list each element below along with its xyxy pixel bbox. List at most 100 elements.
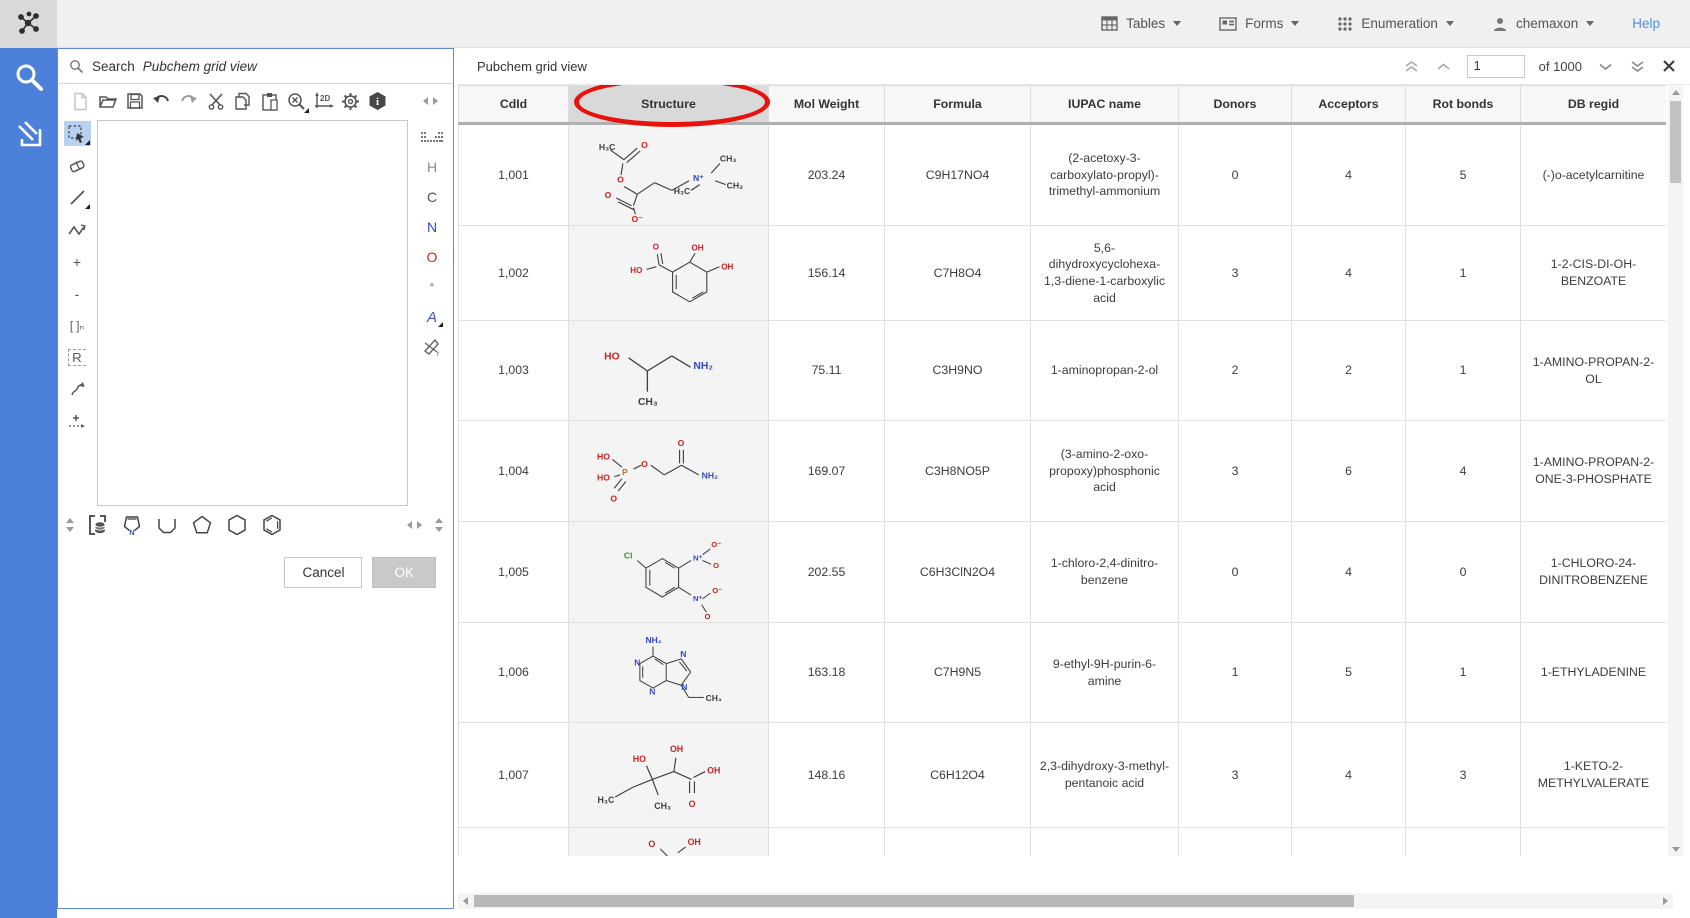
atom-o-button[interactable]: O	[426, 249, 438, 265]
table-row[interactable]: 1,007 H₃C HO	[458, 722, 1666, 828]
first-page-button[interactable]	[1403, 57, 1421, 75]
menu-tables-label: Tables	[1126, 16, 1166, 31]
arrow-up-icon	[1671, 89, 1680, 95]
column-header-cdid[interactable]: CdId	[458, 85, 569, 125]
increase-charge-button[interactable]: +	[64, 249, 91, 274]
structure-cell: OH OH O HO	[568, 225, 769, 321]
periodic-table-button[interactable]	[420, 126, 444, 148]
scroll-left-arrow[interactable]	[458, 893, 473, 909]
scroll-down-arrow[interactable]	[1668, 842, 1683, 856]
menu-tables[interactable]: Tables	[1101, 15, 1182, 32]
eraser-tool-button[interactable]	[64, 153, 91, 178]
paste-button[interactable]	[256, 88, 283, 114]
cyclohexane-template-button[interactable]	[225, 513, 249, 537]
reaction-arrow-button[interactable]	[64, 409, 91, 434]
last-page-button[interactable]	[1628, 57, 1646, 75]
menu-forms[interactable]: Forms	[1219, 16, 1300, 32]
zoom-tool-button[interactable]	[283, 88, 310, 114]
new-document-button[interactable]	[67, 88, 94, 114]
scroll-up-arrow[interactable]	[1668, 85, 1683, 99]
column-header-structure[interactable]: Structure	[568, 85, 769, 125]
atom-c-button[interactable]: C	[426, 189, 438, 205]
search-target-name: Pubchem grid view	[142, 58, 257, 74]
svg-text:2D: 2D	[320, 94, 330, 103]
rgroup-button[interactable]: R	[64, 345, 91, 370]
info-button[interactable]: i	[364, 88, 391, 114]
table-row[interactable]: 1,008	[458, 827, 1666, 856]
column-header-acceptors[interactable]: Acceptors	[1291, 85, 1406, 125]
ok-button[interactable]: OK	[372, 557, 436, 588]
benzene-template-button[interactable]	[260, 513, 284, 537]
shapes-spinner-right[interactable]	[435, 517, 443, 532]
column-header-mol-weight[interactable]: Mol Weight	[768, 85, 885, 125]
scroll-right-arrow[interactable]	[1658, 893, 1673, 909]
graphical-objects-button[interactable]	[64, 377, 91, 402]
structure-search-input[interactable]: Search Pubchem grid view	[58, 49, 453, 84]
copy-button[interactable]	[229, 88, 256, 114]
decrease-charge-button[interactable]: -	[64, 281, 91, 306]
horizontal-scrollbar[interactable]	[458, 893, 1673, 909]
pyrrole-template-button[interactable]: N	[120, 513, 144, 537]
column-header-formula[interactable]: Formula	[884, 85, 1031, 125]
close-grid-button[interactable]	[1660, 57, 1678, 75]
open-ring-template-button[interactable]	[155, 513, 179, 537]
svg-text:N: N	[681, 681, 687, 691]
vertical-scrollbar-thumb[interactable]	[1670, 101, 1681, 183]
advanced-atom-button[interactable]: r	[420, 336, 444, 358]
clean-2d-button[interactable]: 2D	[310, 88, 337, 114]
redo-button[interactable]	[175, 88, 202, 114]
page-number-input[interactable]	[1466, 54, 1525, 78]
molecule-aminooxopropoxy-phosphonic-acid: HO HO P O O O NH₂	[597, 438, 718, 504]
help-link[interactable]: Help	[1632, 16, 1660, 31]
table-row[interactable]: 1,006 NH₂	[458, 622, 1666, 723]
atom-any-button[interactable]: *	[429, 280, 435, 294]
selection-tool-button[interactable]	[63, 121, 91, 146]
undo-button[interactable]	[148, 88, 175, 114]
group-brackets-button[interactable]: [ ]ₙ	[64, 313, 91, 338]
atom-a-button[interactable]: A	[420, 306, 444, 328]
previous-page-button[interactable]	[1435, 57, 1453, 75]
open-button[interactable]	[94, 88, 121, 114]
shapes-scroll-arrows[interactable]	[407, 520, 422, 529]
column-header-donors[interactable]: Donors	[1178, 85, 1292, 125]
formula-cell: C3H8NO5P	[884, 420, 1031, 522]
column-header-iupac[interactable]: IUPAC name	[1030, 85, 1179, 125]
template-library-button[interactable]	[85, 513, 109, 537]
table-row[interactable]: 1,005 Cl N⁺	[458, 521, 1666, 623]
app-logo[interactable]	[0, 0, 57, 48]
vertical-scrollbar[interactable]	[1668, 85, 1683, 856]
settings-button[interactable]	[337, 88, 364, 114]
cancel-button[interactable]: Cancel	[284, 557, 363, 588]
page-count-label: of 1000	[1538, 58, 1582, 74]
bond-tool-button[interactable]	[64, 185, 91, 210]
info-icon: i	[369, 92, 386, 110]
table-row[interactable]: 1,002 OH OH	[458, 225, 1666, 321]
save-button[interactable]	[121, 88, 148, 114]
dots-grid-icon	[1338, 16, 1352, 31]
shapes-spinner-left[interactable]	[66, 517, 74, 532]
cut-button[interactable]	[202, 88, 229, 114]
atom-h-button[interactable]: H	[426, 159, 438, 175]
table-row[interactable]: 1,001 H₃C	[458, 123, 1666, 226]
table-row[interactable]: 1,003 HO NH₂ CH₃	[458, 320, 1666, 421]
formula-cell: C6H12O4	[884, 722, 1031, 828]
svg-text:OH: OH	[669, 744, 682, 754]
chain-tool-button[interactable]	[64, 217, 91, 242]
menu-user-chemaxon[interactable]: chemaxon	[1492, 16, 1595, 32]
rgroup-label: R	[68, 349, 86, 366]
sidebar-sketch-tool[interactable]	[0, 105, 57, 162]
sidebar-search-tool[interactable]	[0, 48, 57, 105]
table-row[interactable]: 1,004 HO HO	[458, 420, 1666, 522]
redo-icon	[181, 95, 197, 103]
column-header-rot-bonds[interactable]: Rot bonds	[1405, 85, 1521, 125]
toolbar-overflow-arrows[interactable]	[417, 88, 444, 114]
menu-enumeration[interactable]: Enumeration	[1337, 16, 1454, 32]
cyclopentane-template-button[interactable]	[190, 513, 214, 537]
drawing-canvas[interactable]	[97, 120, 408, 506]
horizontal-scrollbar-thumb[interactable]	[474, 895, 1354, 907]
donors-cell: 3	[1178, 225, 1292, 321]
atom-n-button[interactable]: N	[426, 219, 438, 235]
column-header-db-regid[interactable]: DB regid	[1520, 85, 1666, 125]
eraser-icon	[69, 159, 85, 172]
next-page-button[interactable]	[1596, 57, 1614, 75]
